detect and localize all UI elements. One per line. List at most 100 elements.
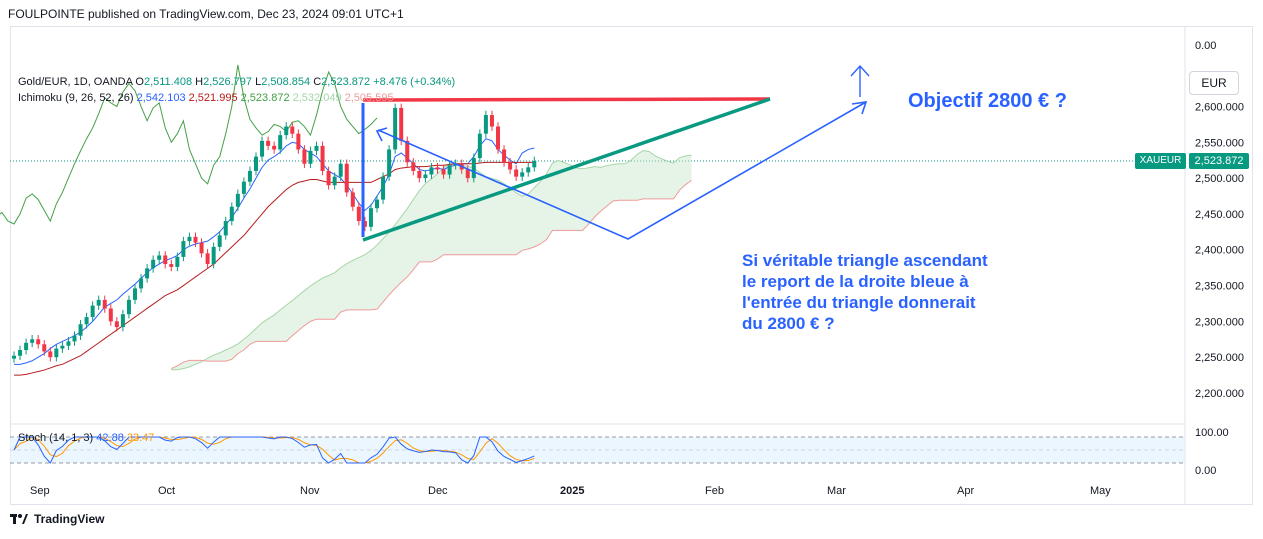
- candle-body: [368, 208, 373, 227]
- last-price-tag: 2,523.872: [1189, 153, 1249, 169]
- candle-body: [72, 335, 77, 342]
- candle-body: [296, 133, 301, 150]
- candle-body: [36, 339, 41, 345]
- note-line: du 2800 € ?: [742, 314, 835, 333]
- stoch-d-value: 33.47: [126, 432, 155, 444]
- price-tick-label: 2,200.000: [1195, 388, 1244, 400]
- candle-body: [133, 288, 137, 300]
- time-tick-label: Mar: [827, 485, 846, 497]
- stoch-band: [10, 437, 1185, 463]
- time-tick-label: May: [1090, 485, 1111, 497]
- currency-button[interactable]: EUR: [1189, 71, 1239, 95]
- candle-body: [175, 256, 180, 267]
- legend-high: 2,526.797: [203, 76, 253, 88]
- candle-body: [199, 242, 204, 254]
- symbol-tag: XAUEUR: [1135, 153, 1186, 169]
- chikou-line: [0, 64, 378, 225]
- price-axis[interactable]: 0.00 2,600.000 2,550.000 2,500.000 2,450.000…: [1195, 40, 1244, 477]
- candle-body: [108, 308, 113, 322]
- price-tick-label: 0.00: [1195, 40, 1216, 52]
- time-tick-label: Feb: [705, 485, 724, 497]
- candle-body: [435, 167, 440, 170]
- objective-annotation[interactable]: Objectif 2800 € ?: [908, 90, 1067, 112]
- support-line[interactable]: [362, 97, 771, 242]
- legend-low-label: L: [255, 76, 262, 88]
- legend-close: 2,523.872: [321, 76, 371, 88]
- candle-body: [151, 259, 156, 269]
- candle-body: [187, 236, 192, 242]
- ichimoku-senkou-a: 2,532.049: [292, 92, 342, 104]
- kijun-line: [14, 161, 535, 376]
- note-line: Si véritable triangle ascendant: [742, 251, 988, 270]
- ichimoku-chikou: 2,523.872: [240, 92, 290, 104]
- candle-body: [284, 126, 289, 136]
- arrow-head-left: [375, 127, 388, 142]
- candle-body: [54, 348, 59, 358]
- candle-body: [96, 299, 101, 306]
- resistance-line[interactable]: [362, 97, 771, 102]
- candle-body: [235, 193, 240, 207]
- legend-open-label: O: [135, 76, 144, 88]
- candle-body: [483, 115, 488, 134]
- candle-body: [314, 145, 319, 151]
- price-legend: Gold/EUR, 1D, OANDA O2,511.408 H2,526.79…: [18, 74, 455, 106]
- candles: [12, 103, 537, 363]
- candle-body: [302, 149, 307, 164]
- legend-open: 2,511.408: [143, 76, 193, 88]
- candle-body: [48, 351, 53, 358]
- candle-body: [205, 253, 210, 265]
- note-annotation[interactable]: Si véritable triangle ascendant le repor…: [742, 250, 1062, 334]
- candle-body: [417, 170, 422, 179]
- candle-body: [477, 133, 482, 159]
- legend-change: +8.476 (+0.34%): [373, 76, 456, 88]
- tenkan-line: [14, 138, 535, 365]
- footer-brand[interactable]: TradingView: [10, 512, 104, 527]
- candle-body: [254, 156, 258, 171]
- candle-body: [181, 241, 186, 257]
- candle-body: [126, 299, 131, 315]
- candle-body: [30, 339, 35, 343]
- candle-body: [217, 235, 222, 247]
- candle-body: [266, 140, 271, 146]
- price-tick-label: 2,500.000: [1195, 173, 1244, 185]
- stochastic: [13, 436, 535, 464]
- candle-body: [502, 149, 507, 163]
- candle-body: [78, 324, 83, 336]
- candle-body: [375, 199, 379, 209]
- candle-body: [489, 115, 494, 127]
- candle-body: [66, 341, 71, 346]
- candle-body: [102, 299, 107, 309]
- candle-body: [423, 174, 428, 179]
- legend-close-label: C: [313, 76, 322, 88]
- candle-body: [496, 126, 500, 150]
- candle-body: [441, 169, 446, 175]
- time-axis[interactable]: Sep Oct Nov Dec 2025 Feb Mar Apr May: [30, 485, 1111, 497]
- ichimoku-label: Ichimoku (9, 26, 52, 26): [18, 92, 134, 104]
- candle-body: [272, 145, 277, 150]
- candle-body: [320, 145, 325, 171]
- candle-body: [278, 135, 283, 150]
- candle-body: [526, 167, 531, 173]
- candle-body: [399, 107, 404, 141]
- candle-body: [139, 278, 144, 289]
- time-tick-label: Oct: [158, 485, 175, 497]
- ichimoku-senkou-b: 2,505.595: [344, 92, 394, 104]
- candle-body: [163, 255, 168, 265]
- candle-body: [465, 169, 470, 179]
- footer-label: TradingView: [34, 512, 105, 526]
- candle-body: [193, 236, 198, 243]
- tradingview-logo-icon: [10, 513, 28, 527]
- candle-body: [84, 317, 89, 325]
- time-tick-label: Nov: [300, 485, 320, 497]
- price-tick-label: 2,350.000: [1195, 281, 1244, 293]
- candle-body: [157, 255, 162, 260]
- projection-path[interactable]: [377, 101, 867, 240]
- legend-low: 2,508.854: [261, 76, 311, 88]
- candle-body: [241, 181, 246, 194]
- legend-symbol: Gold/EUR, 1D, OANDA: [18, 76, 133, 88]
- price-tick-label: 2,600.000: [1195, 101, 1244, 113]
- candle-body: [520, 172, 525, 177]
- candle-body: [42, 344, 47, 352]
- candle-body: [471, 158, 476, 179]
